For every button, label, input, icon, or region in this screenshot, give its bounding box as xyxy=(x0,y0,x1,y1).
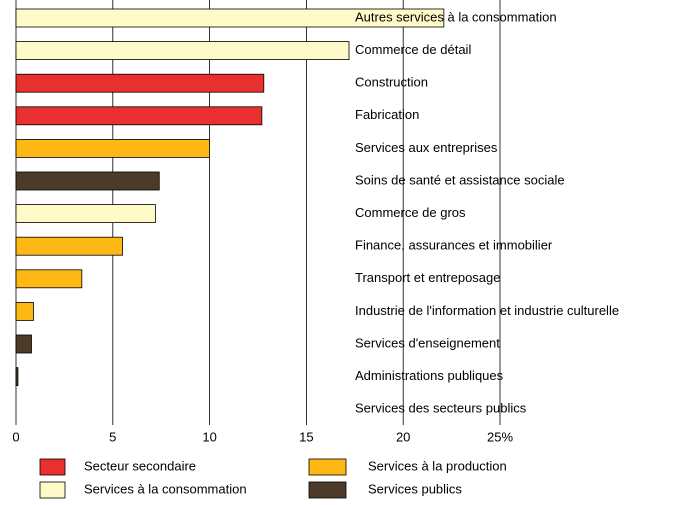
bar xyxy=(15,171,160,191)
category-label: Finance, assurances et immobilier xyxy=(355,238,553,253)
bar xyxy=(15,236,123,256)
category-label: Services aux entreprises xyxy=(355,140,498,155)
bar xyxy=(15,204,156,224)
category-label: Soins de santé et assistance sociale xyxy=(355,172,565,187)
bar xyxy=(15,41,350,60)
x-tick-label: 25% xyxy=(487,429,513,444)
category-label: Construction xyxy=(355,75,428,90)
category-label: Administrations publiques xyxy=(355,368,504,383)
legend-swatch xyxy=(308,458,347,476)
bar xyxy=(15,301,34,321)
bar xyxy=(15,73,265,93)
category-label: Fabrication xyxy=(355,107,419,122)
legend-label: Services à la consommation xyxy=(84,481,247,496)
bar xyxy=(15,269,83,289)
x-tick-label: 5 xyxy=(109,429,116,444)
x-tick-label: 0 xyxy=(12,429,19,444)
legend-label: Secteur secondaire xyxy=(84,458,196,473)
category-label: Autres services à la consommation xyxy=(355,9,557,24)
category-label: Transport et entreposage xyxy=(355,270,501,285)
x-tick-label: 15 xyxy=(299,429,313,444)
legend-swatch xyxy=(39,481,66,499)
x-tick-label: 20 xyxy=(396,429,410,444)
category-label: Services des secteurs publics xyxy=(355,401,527,416)
legend-label: Services publics xyxy=(368,481,462,496)
bar xyxy=(15,367,19,387)
category-label: Services d'enseignement xyxy=(355,335,500,350)
bar xyxy=(15,8,445,28)
legend-swatch xyxy=(39,458,66,476)
category-label: Commerce de détail xyxy=(355,42,471,57)
legend-swatch xyxy=(308,481,347,499)
category-label: Commerce de gros xyxy=(355,205,466,220)
category-label: Industrie de l'information et industrie … xyxy=(355,303,619,318)
x-tick-label: 10 xyxy=(202,429,216,444)
legend-label: Services à la production xyxy=(368,458,507,473)
bar xyxy=(15,138,211,158)
bar xyxy=(15,334,32,354)
bar xyxy=(15,106,263,126)
